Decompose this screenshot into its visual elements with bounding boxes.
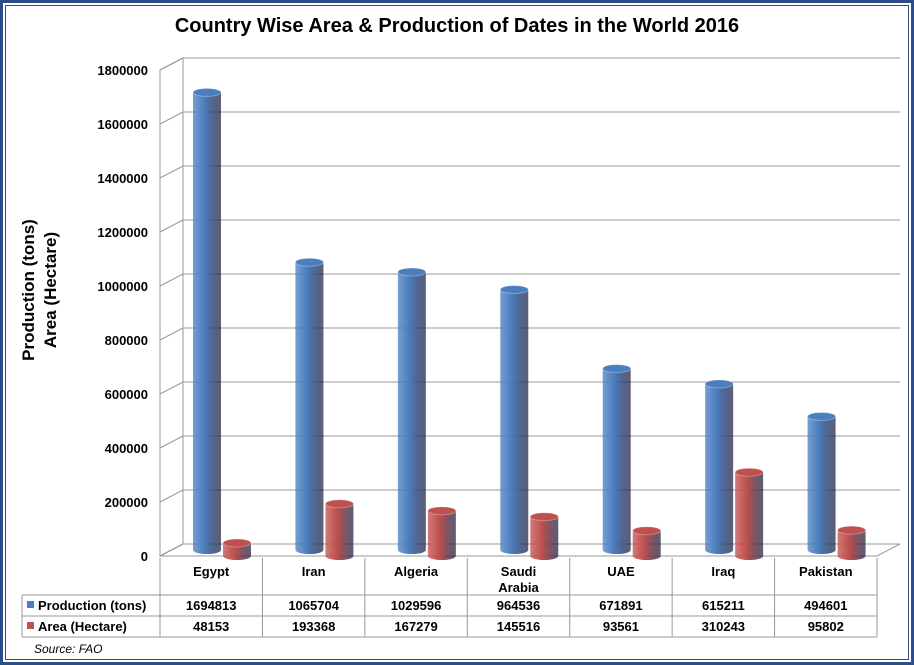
y-tick-label: 1600000 [97,117,148,132]
gridline [159,381,184,395]
gridline [159,543,184,557]
bar-top [499,285,529,295]
data-label: 1694813 [186,598,237,613]
category-label: Algeria [394,564,439,579]
side-wall [159,57,184,557]
category-label: Arabia [498,580,539,595]
data-label: 93561 [603,619,639,634]
y-tick-label: 1000000 [97,279,148,294]
y-axis-label: Production (tons) [19,219,38,361]
category-label: Iraq [711,564,735,579]
gridline [159,165,184,179]
data-label: 95802 [808,619,844,634]
y-tick-label: 200000 [105,495,148,510]
category-label: Iran [302,564,326,579]
bar-area [837,530,866,560]
bar-area [530,516,559,560]
gridline [159,273,184,287]
legend-swatch [27,601,34,608]
bar-top [397,267,427,277]
legend-swatch [27,622,34,629]
y-axis-label: Area (Hectare) [41,232,60,348]
bar-top [734,467,764,477]
bar-area [632,530,661,560]
bar-area [325,503,354,560]
y-tick-label: 1400000 [97,171,148,186]
bar-area [735,472,764,560]
data-label: 615211 [702,598,745,613]
legend-label: Production (tons) [38,598,146,613]
inner-border [5,5,909,660]
bar-area [427,510,456,560]
data-label: 145516 [497,619,540,634]
y-tick-label: 1200000 [97,225,148,240]
legend-label: Area (Hectare) [38,619,127,634]
floor [159,543,901,557]
bar-production [602,368,631,554]
bar-top [602,364,632,374]
gridline [159,219,184,233]
bar-top [807,411,837,421]
gridline [159,489,184,503]
bar-top [222,538,252,548]
bar-production [807,416,836,554]
bar-production [295,262,324,554]
source-note: Source: FAO [34,642,102,656]
gridline [159,111,184,125]
data-label: 193368 [292,619,335,634]
gridline [159,57,184,71]
chart-title: Country Wise Area & Production of Dates … [175,15,739,37]
data-label: 494601 [804,598,847,613]
y-tick-label: 1800000 [97,63,148,78]
category-label: Pakistan [799,564,853,579]
bar-production [500,289,529,554]
bar-production [705,383,734,554]
data-label: 167279 [394,619,437,634]
bar-top [704,379,734,389]
bar-area [223,542,251,560]
y-tick-label: 400000 [105,441,148,456]
bar-top [632,526,662,536]
bar-top [529,512,559,522]
gridline [159,327,184,341]
category-label: Saudi [501,564,536,579]
bar-top [837,525,867,535]
bar-production [193,92,221,555]
y-tick-label: 0 [141,549,148,564]
y-tick-label: 800000 [105,333,148,348]
bar-top [427,506,457,516]
y-tick-label: 600000 [105,387,148,402]
category-label: UAE [607,564,635,579]
bar-top [324,499,354,509]
data-label: 671891 [599,598,642,613]
category-label: Egypt [193,564,230,579]
bar-top [192,87,222,97]
data-label: 48153 [193,619,229,634]
data-label: 310243 [702,619,745,634]
data-label: 1065704 [288,598,339,613]
bar-top [294,257,324,267]
data-label: 1029596 [391,598,442,613]
data-label: 964536 [497,598,540,613]
gridline [159,435,184,449]
bar-production [397,272,426,554]
